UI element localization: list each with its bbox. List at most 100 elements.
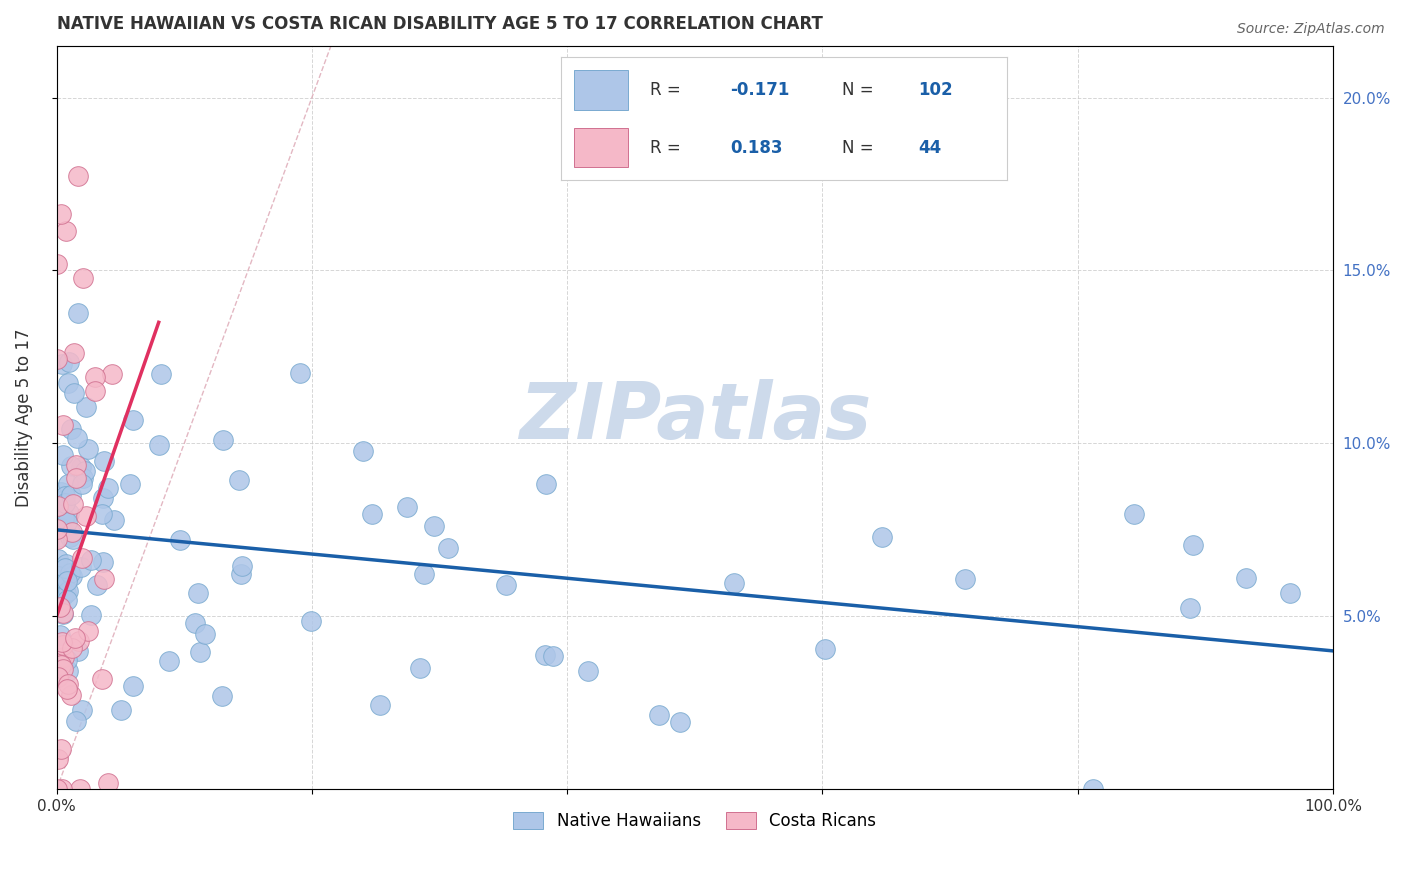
Point [59, 422, 82, 436]
Point [46, 533, 69, 547]
Point [59, 689, 82, 703]
Text: Source: ZipAtlas.com: Source: ZipAtlas.com [1237, 22, 1385, 37]
Point [66, 431, 89, 445]
Point [72, 550, 94, 565]
Point [49, 658, 72, 673]
Point [1180, 601, 1202, 615]
Point [352, 444, 374, 458]
Point [97, 481, 120, 495]
Point [73, 464, 96, 478]
Point [534, 476, 557, 491]
Point [184, 615, 207, 630]
Point [59, 529, 82, 543]
Point [70, 460, 93, 475]
Point [576, 665, 599, 679]
Point [70, 560, 93, 574]
Point [361, 507, 384, 521]
Point [58, 506, 80, 520]
Point [46, 530, 69, 544]
Point [63, 345, 86, 359]
Point [169, 533, 191, 548]
Point [58, 583, 80, 598]
Point [46, 670, 69, 684]
Point [51, 782, 73, 797]
Point [69, 633, 91, 648]
Point [49, 627, 72, 641]
Point [56, 653, 79, 667]
Point [62, 497, 84, 511]
Point [60, 525, 83, 540]
Point [91, 507, 114, 521]
Point [231, 559, 253, 574]
Point [395, 500, 418, 514]
Point [437, 541, 460, 556]
Point [51, 638, 73, 652]
Point [93, 454, 115, 468]
Point [93, 572, 115, 586]
Point [55, 224, 77, 238]
Point [80, 608, 103, 623]
Point [49, 651, 72, 665]
Point [63, 386, 86, 401]
Point [58, 566, 80, 580]
Point [72, 703, 94, 717]
Point [56, 664, 79, 678]
Text: ZIPatlas: ZIPatlas [519, 379, 870, 456]
Point [423, 518, 446, 533]
Point [495, 578, 517, 592]
Point [56, 516, 79, 530]
Text: NATIVE HAWAIIAN VS COSTA RICAN DISABILITY AGE 5 TO 17 CORRELATION CHART: NATIVE HAWAIIAN VS COSTA RICAN DISABILIT… [56, 15, 823, 33]
Point [67, 306, 90, 320]
Point [91, 555, 114, 569]
Point [75, 400, 97, 414]
Point [69, 782, 91, 797]
Point [648, 708, 671, 723]
Point [46, 552, 69, 566]
Point [149, 367, 172, 381]
Point [49, 207, 72, 221]
Point [100, 367, 122, 381]
Point [84, 384, 107, 398]
Point [1234, 571, 1257, 585]
Point [72, 271, 94, 285]
Point [52, 607, 75, 621]
Point [408, 661, 430, 675]
Point [668, 714, 690, 729]
Point [46, 499, 69, 513]
Point [48, 494, 70, 508]
Point [1279, 585, 1302, 599]
Point [814, 642, 837, 657]
Point [56, 476, 79, 491]
Point [76, 442, 98, 456]
Point [56, 376, 79, 390]
Point [66, 644, 89, 658]
Point [49, 599, 72, 614]
Point [60, 641, 83, 656]
Point [91, 491, 114, 505]
Point [51, 485, 73, 500]
Point [103, 513, 125, 527]
Point [46, 568, 69, 582]
Point [83, 370, 105, 384]
Point [299, 615, 322, 629]
Point [62, 532, 84, 546]
Point [228, 473, 250, 487]
Point [45, 352, 67, 367]
Point [65, 714, 87, 728]
Point [51, 357, 73, 371]
Point [55, 586, 77, 600]
Point [157, 654, 180, 668]
Point [86, 578, 108, 592]
Point [65, 458, 87, 473]
Point [97, 776, 120, 790]
Point [55, 681, 77, 696]
Point [66, 169, 89, 183]
Point [45, 782, 67, 797]
Point [53, 561, 76, 575]
Point [60, 568, 83, 582]
Point [55, 557, 77, 571]
Point [75, 509, 97, 524]
Point [55, 496, 77, 510]
Point [63, 632, 86, 646]
Point [1181, 537, 1204, 551]
